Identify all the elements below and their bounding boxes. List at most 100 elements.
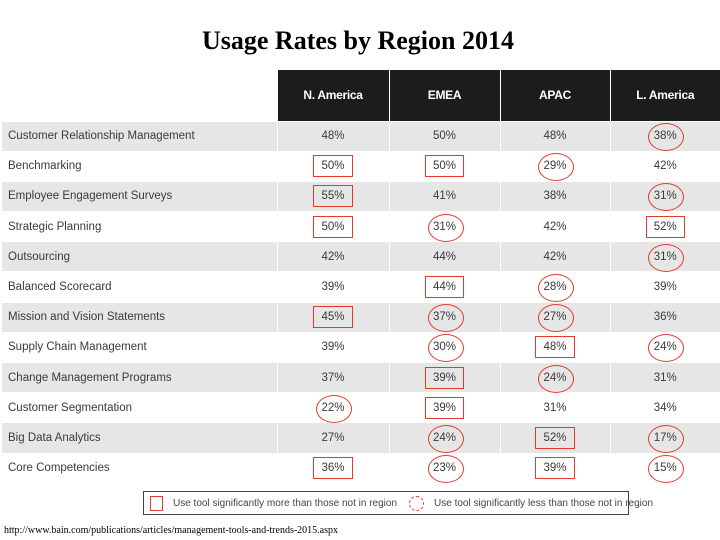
table-cell: 38% xyxy=(499,180,610,212)
cell-value: 39% xyxy=(653,281,677,294)
cell-value: 37% xyxy=(321,371,345,384)
table-row: Big Data Analytics 27% 24% 52% 17% xyxy=(2,422,720,454)
row-label: Employee Engagement Surveys xyxy=(2,180,277,212)
row-label: Big Data Analytics xyxy=(2,422,277,454)
table-cell: 34% xyxy=(609,392,720,423)
value-less-highlight: 30% xyxy=(427,334,464,363)
table-cell: 52% xyxy=(609,211,720,242)
value-more-highlight: 52% xyxy=(645,215,685,238)
table-cell: 15% xyxy=(609,452,720,484)
table-cell: 36% xyxy=(609,301,720,333)
table-cell: 42% xyxy=(609,150,720,182)
cell-value: 27% xyxy=(321,431,345,444)
usage-table: N. America EMEA APAC L. America Customer… xyxy=(2,70,720,484)
table-cell: 29% xyxy=(499,150,610,182)
row-label: Mission and Vision Statements xyxy=(2,301,277,333)
table-cell: 31% xyxy=(609,180,720,212)
value-less-highlight: 37% xyxy=(427,304,464,333)
value-more-highlight: 39% xyxy=(424,396,465,419)
value-less-highlight: 15% xyxy=(648,455,685,484)
legend-less-label: Use tool significantly less than those n… xyxy=(434,497,654,509)
table-cell: 24% xyxy=(609,331,720,363)
table-row: Supply Chain Management 39% 30% 48% 24% xyxy=(2,331,720,363)
value-more-highlight: 39% xyxy=(424,366,465,389)
cell-value: 34% xyxy=(653,401,677,414)
value-more-highlight: 50% xyxy=(424,155,465,178)
table-cell: 45% xyxy=(276,301,389,333)
header-row: N. America EMEA APAC L. America xyxy=(2,70,720,121)
table-cell: 23% xyxy=(388,452,500,484)
value-more-highlight: 55% xyxy=(313,185,353,208)
cell-value: 38% xyxy=(543,190,567,203)
table-cell: 36% xyxy=(276,452,389,484)
chart-title: Usage Rates by Region 2014 xyxy=(202,26,514,55)
table-row: Customer Segmentation 22% 39% 31% 34% xyxy=(2,392,720,423)
row-label: Benchmarking xyxy=(2,150,277,182)
value-less-highlight: 23% xyxy=(427,455,464,484)
table-cell: 28% xyxy=(499,271,610,303)
legend: Use tool significantly more than those n… xyxy=(143,491,653,515)
table-cell: 39% xyxy=(276,271,389,303)
value-less-highlight: 29% xyxy=(537,153,575,182)
table-cell: 42% xyxy=(276,241,389,272)
value-less-highlight: 17% xyxy=(648,424,685,453)
table-cell: 52% xyxy=(499,422,610,454)
table-cell: 38% xyxy=(609,120,720,152)
source-link[interactable]: http://www.bain.com/publications/article… xyxy=(4,525,338,536)
table-cell: 31% xyxy=(609,361,720,393)
table-row: Customer Relationship Management 48% 50% 48… xyxy=(2,120,720,152)
value-less-highlight: 24% xyxy=(427,424,464,453)
row-label: Core Competencies xyxy=(2,452,277,484)
row-label: Customer Segmentation xyxy=(2,392,277,423)
table-cell: 27% xyxy=(499,301,610,333)
cell-value: 48% xyxy=(321,130,345,143)
cell-value: 31% xyxy=(543,401,567,414)
value-less-highlight: 24% xyxy=(537,364,575,393)
table-cell: 39% xyxy=(388,392,500,423)
table-cell: 27% xyxy=(276,422,389,454)
table-cell: 44% xyxy=(388,241,500,272)
table-cell: 44% xyxy=(388,271,500,303)
table-row: Balanced Scorecard 39% 44% 28% 39% xyxy=(2,271,720,303)
value-more-highlight: 50% xyxy=(313,215,353,238)
table-cell: 17% xyxy=(609,422,720,454)
column-header: EMEA xyxy=(388,70,500,121)
cell-value: 42% xyxy=(653,160,677,173)
row-label: Strategic Planning xyxy=(2,211,277,242)
table-row: Change Management Programs 37% 39% 24% 31% xyxy=(2,361,720,393)
column-header: N. America xyxy=(276,70,389,121)
row-label: Balanced Scorecard xyxy=(2,271,277,303)
value-more-highlight: 48% xyxy=(535,336,575,359)
significantly-less-marker-icon xyxy=(409,495,425,511)
table-cell: 30% xyxy=(388,331,500,363)
value-more-highlight: 52% xyxy=(535,426,575,449)
table-cell: 42% xyxy=(499,211,610,242)
value-more-highlight: 45% xyxy=(313,306,353,329)
table-cell: 50% xyxy=(276,211,389,242)
cell-value: 36% xyxy=(653,311,677,324)
table-cell: 37% xyxy=(388,301,500,333)
cell-value: 39% xyxy=(321,281,345,294)
value-more-highlight: 39% xyxy=(535,457,575,480)
header-blank xyxy=(2,70,277,121)
value-less-highlight: 31% xyxy=(648,183,685,212)
table-cell: 31% xyxy=(499,392,610,423)
table-cell: 50% xyxy=(388,150,500,182)
value-less-highlight: 38% xyxy=(648,123,685,152)
table-cell: 22% xyxy=(276,392,389,423)
cell-value: 31% xyxy=(653,371,677,384)
value-more-highlight: 44% xyxy=(424,276,465,299)
column-header: APAC xyxy=(499,70,610,121)
table-cell: 55% xyxy=(276,180,389,212)
cell-value: 48% xyxy=(543,130,567,143)
table-cell: 48% xyxy=(499,331,610,363)
table-cell: 31% xyxy=(388,211,500,242)
value-less-highlight: 27% xyxy=(537,304,575,333)
table-cell: 39% xyxy=(388,361,500,393)
value-more-highlight: 36% xyxy=(313,457,353,480)
value-less-highlight: 31% xyxy=(648,243,685,272)
table-cell: 42% xyxy=(499,241,610,272)
value-less-highlight: 31% xyxy=(427,213,464,242)
cell-value: 42% xyxy=(543,250,567,263)
table-row: Outsourcing 42% 44% 42% 31% xyxy=(2,241,720,272)
